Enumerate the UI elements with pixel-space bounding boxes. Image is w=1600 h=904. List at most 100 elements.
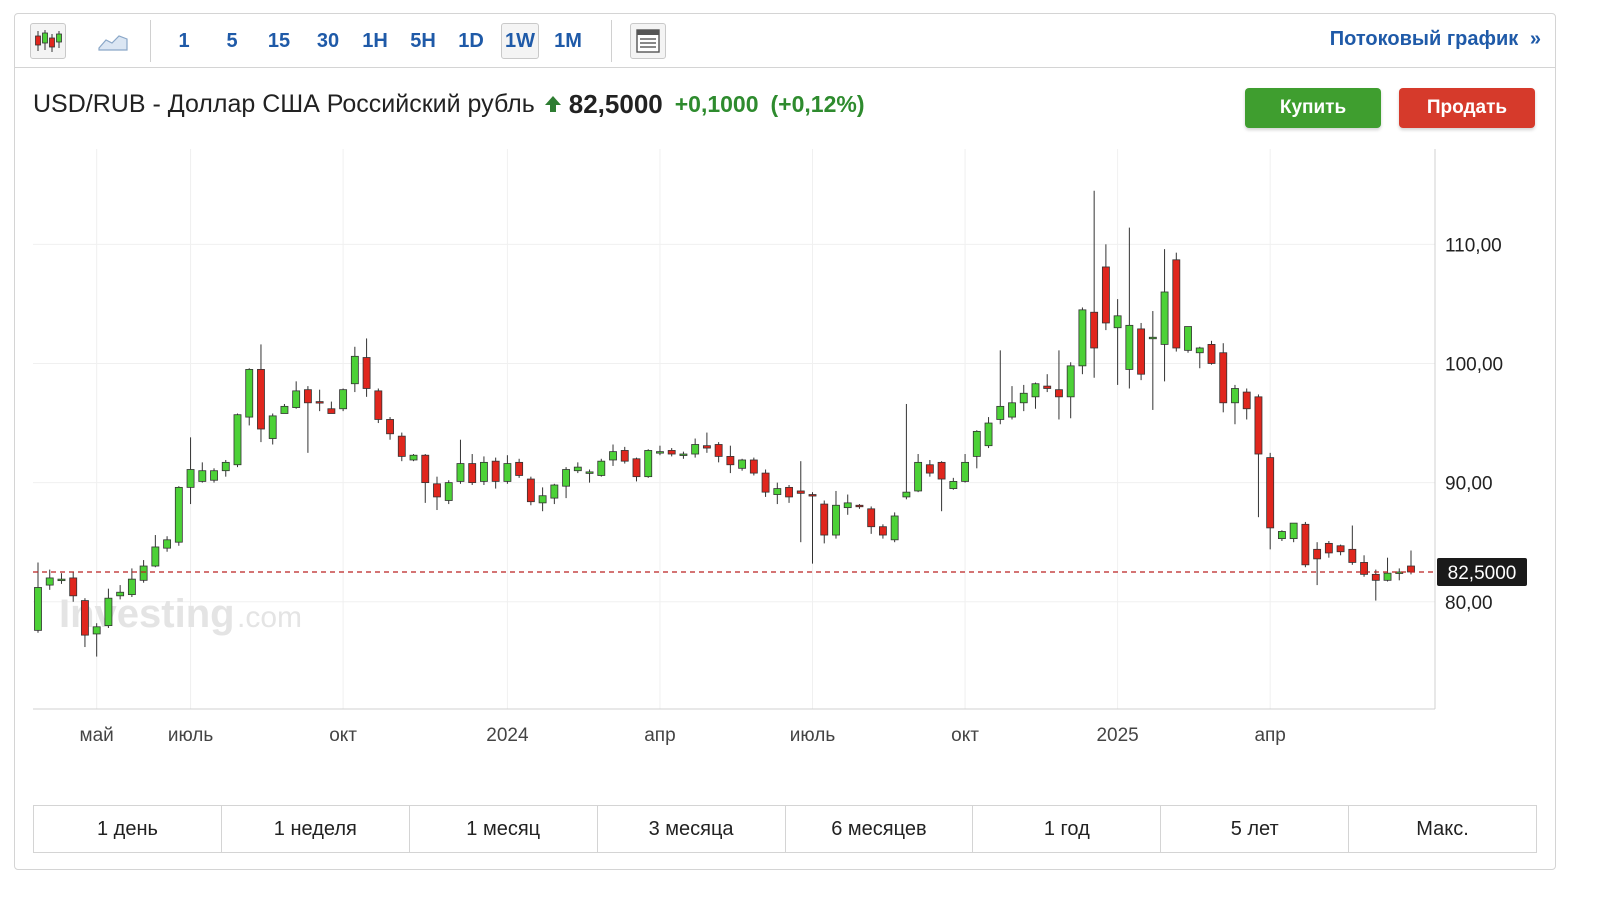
candle-down [1348, 525, 1357, 565]
current-price-label: 82,5000 [1448, 563, 1517, 584]
investing-watermark: Investing .com [59, 592, 302, 636]
streaming-chart-label: Потоковый график [1329, 28, 1519, 50]
candle-up [1383, 557, 1392, 582]
range-5-years[interactable]: 5 лет [1161, 806, 1350, 852]
x-tick-label: 2024 [486, 725, 529, 746]
candle-body [738, 459, 747, 469]
table-icon[interactable] [630, 23, 666, 59]
candle-up [1195, 346, 1204, 369]
interval-15-button[interactable]: 15 [267, 29, 291, 52]
interval-1h-button[interactable]: 1H [362, 29, 388, 52]
candle-body [1019, 392, 1028, 404]
x-axis: май июль окт 2024 апр июль окт 2025 апр [80, 725, 1286, 746]
candle-body [1101, 266, 1110, 324]
candle-up [174, 486, 183, 546]
candle-up [902, 403, 911, 500]
candle-body [57, 578, 66, 582]
candle-body [221, 461, 230, 472]
candle-up [245, 368, 254, 426]
candle-body [45, 577, 54, 586]
candle-up [127, 568, 136, 597]
interval-1m-button[interactable]: 1M [554, 29, 582, 52]
candlestick-icon[interactable] [30, 23, 66, 59]
candle-body [1207, 344, 1216, 364]
candle-body [632, 458, 641, 478]
candle-up [679, 451, 688, 459]
current-price-tag [1437, 557, 1527, 586]
candle-body [350, 355, 359, 385]
chart-widget: 1 5 15 30 1H 5H 1D 1W 1M Потоковый графи… [14, 13, 1556, 870]
interval-1d-button[interactable]: 1D [458, 29, 484, 52]
candle-up [45, 569, 54, 590]
range-3-months[interactable]: 3 месяца [598, 806, 786, 852]
sell-button[interactable]: Продать [1399, 88, 1535, 128]
area-chart-icon[interactable] [95, 23, 131, 59]
candle-up [1395, 568, 1404, 581]
candle-up [1148, 311, 1157, 410]
x-tick-label: окт [329, 725, 357, 746]
buy-button[interactable]: Купить [1245, 88, 1381, 128]
candle-down [362, 338, 371, 397]
candle-body [1160, 291, 1169, 345]
candle-up [480, 456, 488, 485]
candle-up [1289, 522, 1298, 543]
candle-down [386, 417, 394, 440]
interval-1-button[interactable]: 1 [178, 29, 190, 52]
candle-up [57, 573, 66, 584]
candle-up [1078, 307, 1087, 375]
candle-body [796, 490, 805, 494]
candle-down [937, 461, 946, 512]
candle-down [867, 506, 876, 534]
range-1-month[interactable]: 1 месяц [410, 806, 598, 852]
candle-down [620, 446, 629, 464]
candle-body [280, 405, 289, 414]
candle-down [515, 458, 524, 478]
candle-body [116, 591, 125, 597]
candle-body [620, 450, 629, 462]
streaming-chart-link[interactable]: Потоковый график » [1330, 28, 1541, 51]
candle-down [632, 457, 641, 482]
candle-body [374, 390, 383, 420]
range-1-year[interactable]: 1 год [973, 806, 1162, 852]
candle-body [1383, 572, 1392, 581]
candle-down [1371, 569, 1380, 601]
candle-body [961, 461, 969, 482]
candle-body [538, 495, 547, 504]
x-tick-label: окт [951, 725, 979, 746]
candle-body [972, 430, 981, 457]
candle-body [210, 470, 218, 481]
x-tick-label: июль [790, 725, 836, 746]
interval-30-button[interactable]: 30 [316, 29, 340, 52]
watermark-suffix: .com [237, 601, 302, 634]
y-tick-label: 100,00 [1445, 354, 1503, 375]
candle-body [1277, 531, 1286, 540]
toolbar-divider [150, 20, 151, 62]
candle-body [867, 508, 876, 528]
candlestick-chart[interactable]: Investing .com 110,00 100,00 90,00 80,00 ма… [15, 14, 1555, 794]
candle-down [925, 459, 934, 477]
candle-body [667, 450, 676, 455]
candle-body [491, 460, 500, 482]
range-1-week[interactable]: 1 неделя [222, 806, 410, 852]
candle-body [139, 565, 148, 581]
range-6-months[interactable]: 6 месяцев [786, 806, 974, 852]
range-1-day[interactable]: 1 день [34, 806, 222, 852]
candle-body [890, 515, 899, 541]
candle-body [644, 450, 653, 478]
interval-5-button[interactable]: 5 [226, 29, 238, 52]
candle-up [1277, 530, 1286, 541]
candle-body [996, 405, 1005, 420]
interval-1w-button[interactable]: 1W [501, 23, 539, 59]
chart-toolbar: 1 5 15 30 1H 5H 1D 1W 1M Потоковый графи… [15, 14, 1555, 68]
interval-5h-button[interactable]: 5H [410, 29, 436, 52]
candle-body [1172, 259, 1181, 349]
up-arrow-icon [544, 95, 561, 112]
range-max[interactable]: Макс. [1416, 817, 1469, 840]
candle-down [303, 386, 312, 453]
candle-body [257, 369, 265, 430]
candle-body [902, 491, 911, 498]
candle-up [597, 458, 606, 477]
candle-body [1184, 326, 1192, 351]
candle-body [1125, 324, 1134, 370]
candle-down [1336, 544, 1345, 556]
